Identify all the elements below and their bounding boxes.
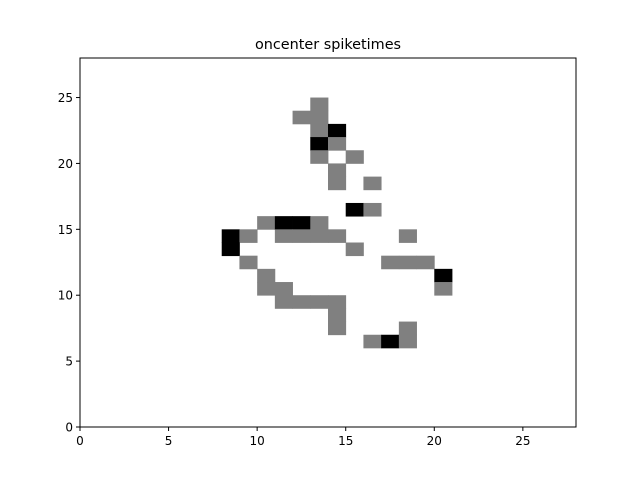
heatmap-cell <box>310 110 329 125</box>
x-tick-label: 0 <box>76 434 84 448</box>
heatmap-cell <box>398 229 417 243</box>
heatmap-cell <box>274 229 293 243</box>
heatmap-cell <box>310 295 329 309</box>
heatmap-cell <box>274 295 293 309</box>
y-tick-label: 0 <box>65 421 73 435</box>
y-tick-label: 25 <box>58 91 73 105</box>
heatmap-cell <box>328 295 347 309</box>
y-tick-label: 5 <box>65 355 73 369</box>
heatmap-cell <box>310 150 329 164</box>
heatmap-cell <box>345 242 364 257</box>
heatmap-cell <box>292 295 311 309</box>
heatmap-cell <box>416 255 435 270</box>
heatmap-cell <box>257 282 276 296</box>
x-tick-label: 20 <box>427 434 442 448</box>
y-axis: 0 5 10 15 20 25 <box>58 91 80 435</box>
heatmap-cell <box>221 229 240 243</box>
heatmap-cell <box>434 282 453 296</box>
chart-title: oncenter spiketimes <box>255 37 401 53</box>
heatmap-cell <box>292 216 311 230</box>
heatmap-cell <box>274 216 293 230</box>
heatmap-cell <box>328 229 347 243</box>
x-axis: 0 5 10 15 20 25 <box>76 427 530 448</box>
heatmap-cell <box>328 176 347 191</box>
heatmap-cell <box>328 123 347 138</box>
heatmap-cell <box>328 308 347 322</box>
x-tick-label: 10 <box>250 434 265 448</box>
heatmap-cell <box>363 334 382 349</box>
plot-frame <box>79 57 577 428</box>
x-tick-label: 5 <box>165 434 173 448</box>
heatmap-cell <box>274 282 293 296</box>
heatmap-cell <box>257 268 276 283</box>
heatmap-cell <box>257 216 276 230</box>
y-tick-label: 15 <box>58 223 73 237</box>
x-tick-label: 25 <box>515 434 530 448</box>
cells-layer <box>221 97 453 349</box>
heatmap-cell <box>221 242 240 257</box>
heatmap-cell <box>398 334 417 349</box>
heatmap-cell <box>328 163 347 178</box>
heatmap-cell <box>239 229 258 243</box>
x-tick-label: 15 <box>338 434 353 448</box>
heatmap-cell <box>310 123 329 138</box>
heatmap-cell <box>345 202 364 217</box>
heatmap-cell <box>310 137 329 151</box>
heatmap-cell <box>381 334 400 349</box>
heatmap-cell <box>381 255 400 270</box>
heatmap-cell <box>292 110 311 125</box>
heatmap-cell <box>292 229 311 243</box>
heatmap-cell <box>398 255 417 270</box>
heatmap-cell <box>239 255 258 270</box>
heatmap-cell <box>310 229 329 243</box>
heatmap-cell <box>328 137 347 151</box>
heatmap-cell <box>328 321 347 336</box>
heatmap-cell <box>434 268 453 283</box>
y-tick-label: 20 <box>58 157 73 171</box>
heatmap-cell <box>363 202 382 217</box>
heatmap-cell <box>363 176 382 191</box>
heatmap-cell <box>310 97 329 112</box>
heatmap-cell <box>345 150 364 164</box>
heatmap-cell <box>398 321 417 336</box>
y-tick-label: 10 <box>58 289 73 303</box>
heatmap-cell <box>310 216 329 230</box>
